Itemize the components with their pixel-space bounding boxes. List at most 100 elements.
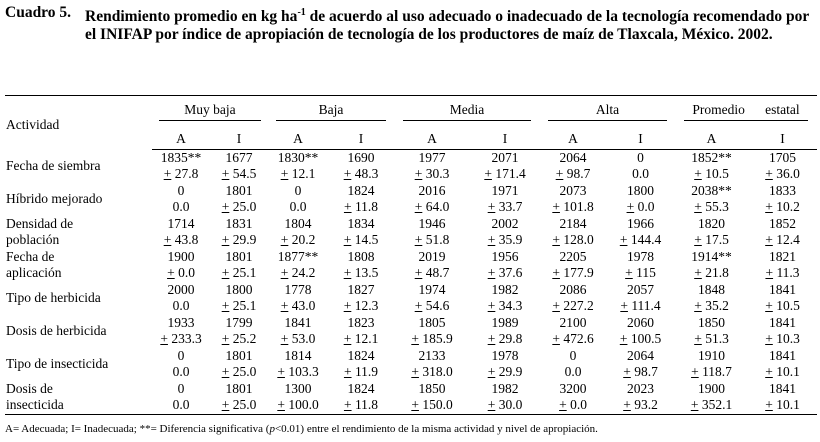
value-cell: 1900 + 352.1 [675, 380, 748, 415]
plus-minus-sign: + [343, 265, 352, 280]
mean-yield: 1966 [627, 215, 654, 231]
value-cell: 1824 + 11.8 [328, 380, 394, 415]
mean-yield: 0 [637, 149, 644, 165]
value-cell: 2057 + 111.4 [606, 282, 675, 315]
value-cell: 1300 + 100.0 [268, 380, 328, 415]
activity-label: Tipo de herbicida [6, 289, 101, 305]
std-error: + 144.4 [619, 232, 662, 247]
value-cell: 2073 + 101.8 [540, 183, 606, 216]
std-error: + 10.5 [694, 166, 729, 181]
std-error: + 35.2 [694, 298, 729, 313]
mean-yield: 1705 [769, 149, 796, 165]
caption-label: Cuadro 5. [5, 4, 72, 21]
value-cell: 3200 + 0.0 [540, 380, 606, 415]
plus-minus-sign: + [552, 298, 560, 313]
activity-label: Dosis de herbicida [6, 322, 107, 338]
std-error: + 171.4 [484, 166, 526, 181]
activity-cell: Tipo de insecticida [5, 348, 152, 381]
mean-yield: 1801 [225, 347, 253, 363]
caption-superscript: -1 [297, 7, 306, 18]
subcolumn-header: A [394, 120, 470, 150]
plus-minus-sign: + [765, 298, 773, 313]
std-error: + 14.5 [343, 232, 379, 247]
group-label: Media [402, 102, 532, 121]
std-error: + 10.5 [765, 298, 800, 313]
std-error: + 51.3 [694, 331, 729, 346]
activity-cell: Densidad de población [5, 216, 152, 249]
plus-minus-sign: + [343, 364, 352, 379]
value-cell: 2019 + 48.7 [394, 249, 470, 282]
activity-label: Fecha de [6, 248, 55, 264]
std-error: + 100.5 [619, 331, 662, 346]
table-row: Tipo de insecticida 0 0.0 1801 + 25.0 1814 + 1… [5, 348, 817, 381]
std-error: + 25.1 [221, 265, 257, 280]
std-error: + 48.3 [343, 166, 379, 181]
value-cell: 1877** + 24.2 [268, 249, 328, 282]
mean-yield: 1956 [491, 248, 519, 264]
activity-header: Actividad [5, 95, 152, 149]
mean-yield: 1852** [691, 149, 732, 165]
value-cell: 1801 + 25.1 [210, 249, 268, 282]
plus-minus-sign: + [487, 298, 496, 313]
value-cell: 2133 + 318.0 [394, 348, 470, 381]
mean-yield: 1805 [418, 314, 446, 330]
activity-label: Tipo de insecticida [6, 355, 109, 371]
value-cell: 0 0.0 [152, 348, 210, 381]
value-cell: 1824 + 11.8 [328, 183, 394, 216]
subcolumn-header: I [606, 120, 675, 150]
plus-minus-sign: + [765, 199, 773, 214]
plus-minus-sign: + [694, 298, 702, 313]
plus-minus-sign: + [343, 331, 352, 346]
plus-minus-sign: + [280, 166, 289, 181]
plus-minus-sign: + [280, 232, 289, 247]
std-error: + 17.5 [694, 232, 729, 247]
plus-minus-sign: + [414, 199, 423, 214]
std-error: + 43.8 [163, 232, 199, 247]
mean-yield: 0 [177, 182, 185, 198]
plus-minus-sign: + [221, 199, 230, 214]
group-label: Muy baja [158, 102, 262, 121]
mean-yield: 1933 [167, 314, 195, 330]
std-error: + 0.0 [559, 397, 587, 412]
plus-minus-sign: + [765, 364, 773, 379]
subcolumn-header: I [748, 120, 818, 150]
plus-minus-sign: + [277, 397, 285, 412]
std-error: + 30.0 [487, 397, 523, 412]
footnote-text: A= Adecuada; I= Inadecuada; **= Diferenc… [5, 423, 270, 435]
plus-minus-sign: + [623, 364, 631, 379]
table-row: Dosis de herbicida 1933 + 233.3 1799 + 25.2 1… [5, 315, 817, 348]
mean-yield: 1982 [491, 281, 519, 297]
plus-minus-sign: + [487, 199, 496, 214]
table-row: Densidad de población 1714 + 43.8 1831 + 29.9… [5, 216, 817, 249]
plus-minus-sign: + [552, 232, 560, 247]
plus-minus-sign: + [487, 331, 496, 346]
plus-minus-sign: + [414, 298, 423, 313]
table-row: Híbrido mejorado 0 0.0 1801 + 25.0 0 0.0 1824 + … [5, 183, 817, 216]
mean-yield: 2064 [627, 347, 654, 363]
value-cell: 1850 + 150.0 [394, 380, 470, 415]
mean-yield: 1300 [284, 380, 312, 396]
mean-yield: 1850 [698, 314, 725, 330]
plus-minus-sign: + [343, 298, 352, 313]
mean-yield: 1824 [347, 347, 375, 363]
value-cell: 1971 + 33.7 [470, 183, 540, 216]
std-error: + 27.8 [163, 166, 199, 181]
std-error: + 53.0 [280, 331, 316, 346]
std-error: + 98.7 [623, 364, 658, 379]
mean-yield: 0 [294, 182, 302, 198]
std-error: + 29.9 [487, 364, 523, 379]
plus-minus-sign: + [221, 166, 230, 181]
mean-yield: 1989 [491, 314, 519, 330]
value-cell: 1714 + 43.8 [152, 216, 210, 249]
group-header: Baja [268, 95, 394, 121]
std-error: + 12.1 [280, 166, 316, 181]
plus-minus-sign: + [221, 232, 230, 247]
std-error: + 35.9 [487, 232, 523, 247]
activity-label: población [6, 232, 60, 247]
std-error: + 11.3 [765, 265, 800, 280]
activity-cell: Híbrido mejorado [5, 183, 152, 216]
value-cell: 1914** + 21.8 [675, 249, 748, 282]
value-cell: 1705 + 36.0 [748, 149, 817, 183]
value-cell: 1801 + 25.0 [210, 183, 268, 216]
plus-minus-sign: + [694, 166, 702, 181]
